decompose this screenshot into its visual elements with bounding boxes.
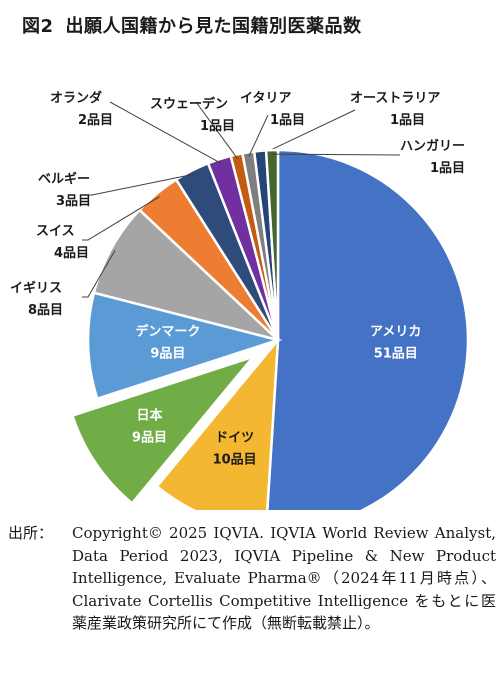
slice-label-japan-name: 日本 (136, 407, 162, 423)
slice-label-germany-value: 10品目 (213, 453, 257, 468)
pie-slice-denmark (86, 291, 283, 401)
slice-label-switzerland-value: 4品目 (54, 246, 89, 261)
source-text: Copyright© 2025 IQVIA. IQVIA World Revie… (72, 524, 496, 632)
slice-label-sweden-name: スウェーデン (150, 96, 228, 112)
slice-label-australia-name: オーストラリア (350, 91, 440, 106)
pie-slice-germany (155, 336, 280, 510)
pie-slice-america (266, 148, 470, 510)
slice-label-america-value: 51品目 (374, 347, 418, 362)
leader-line-switzerland (82, 196, 160, 241)
pie-slice-hungary (264, 148, 280, 341)
leader-line-netherlands (109, 101, 221, 164)
leader-line-hungary (272, 153, 401, 156)
pie-slice-uk (92, 208, 279, 342)
slice-label-netherlands-name: オランダ (50, 90, 102, 106)
slice-label-italy-value: 1品目 (270, 113, 305, 128)
slice-label-uk-name: イギリス (10, 280, 62, 296)
leader-line-belgium (82, 173, 194, 196)
slice-label-belgium-value: 3品目 (56, 194, 91, 209)
slice-label-belgium-name: ベルギー (38, 171, 90, 187)
leader-line-australia (260, 109, 356, 156)
slice-label-denmark-name: デンマーク (135, 323, 200, 339)
title-text: 出願人国籍から見た国籍別医薬品数 (65, 16, 362, 37)
slice-label-america-name: アメリカ (370, 325, 421, 340)
slice-label-netherlands-value: 2品目 (78, 113, 113, 128)
slice-label-sweden-value: 1品目 (200, 119, 235, 134)
leader-line-sweden (195, 101, 238, 159)
chart-title: 図2 出願人国籍から見た国籍別医薬品数 (22, 12, 362, 38)
source-lead: 出所： (8, 524, 54, 542)
slice-label-switzerland-name: スイス (36, 224, 75, 239)
slice-label-hungary-value: 1品目 (430, 161, 465, 176)
figure-number: 図2 (22, 16, 54, 37)
slice-label-japan-value: 9品目 (132, 430, 167, 445)
slice-label-hungary-name: ハンガリー (400, 139, 465, 154)
slice-label-uk-value: 8品目 (28, 303, 63, 318)
slice-label-australia-value: 1品目 (390, 113, 425, 128)
slice-label-denmark-value: 9品目 (150, 346, 185, 361)
leader-line-italy (248, 114, 269, 157)
leader-line-uk (82, 250, 116, 298)
slice-label-germany-name: ドイツ (215, 431, 254, 446)
slice-label-italy-name: イタリア (240, 91, 291, 106)
pie-slice-japan (70, 354, 257, 506)
source-note: 出所： Copyright© 2025 IQVIA. IQVIA World R… (8, 522, 496, 635)
